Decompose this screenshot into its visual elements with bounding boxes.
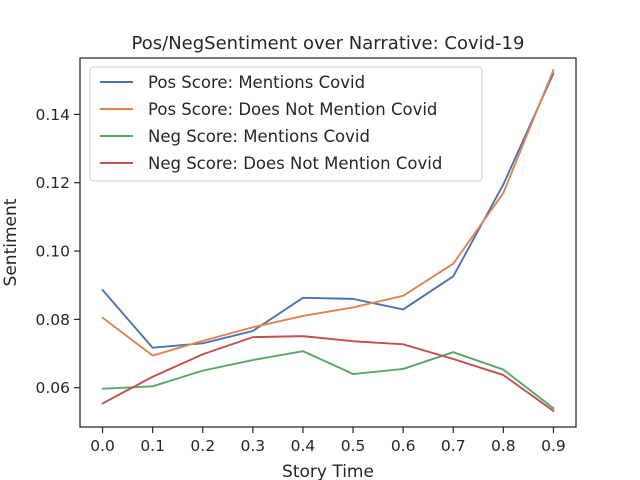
x-tick-label: 0.7 bbox=[441, 437, 466, 455]
legend-label: Pos Score: Does Not Mention Covid bbox=[148, 100, 437, 119]
x-tick-label: 0.9 bbox=[541, 437, 566, 455]
legend-label: Neg Score: Does Not Mention Covid bbox=[148, 154, 442, 173]
x-tick-label: 0.8 bbox=[491, 437, 516, 455]
x-tick-label: 0.0 bbox=[90, 437, 115, 455]
x-tick-label: 0.2 bbox=[190, 437, 215, 455]
x-tick-label: 0.5 bbox=[341, 437, 366, 455]
series-line-1 bbox=[101, 72, 555, 349]
y-axis-label: Sentiment bbox=[1, 198, 21, 286]
y-tick-label: 0.12 bbox=[35, 174, 70, 192]
series-line-3 bbox=[101, 350, 555, 410]
x-tick-label: 0.6 bbox=[391, 437, 416, 455]
legend-box bbox=[89, 66, 483, 182]
legend: Pos Score: Mentions Covid Pos Score: Does… bbox=[89, 66, 483, 182]
legend-label: Neg Score: Mentions Covid bbox=[148, 127, 370, 146]
series-line-2 bbox=[101, 69, 555, 357]
chart-title: Pos/NegSentiment over Narrative: Covid-1… bbox=[132, 33, 525, 54]
series-lines bbox=[101, 69, 555, 412]
y-tick-label: 0.10 bbox=[35, 243, 70, 261]
y-tick-label: 0.14 bbox=[35, 106, 70, 124]
x-tick-label: 0.1 bbox=[140, 437, 165, 455]
plot-frame bbox=[79, 57, 577, 428]
y-tick-label: 0.06 bbox=[35, 379, 70, 397]
legend-label: Pos Score: Mentions Covid bbox=[148, 73, 365, 92]
y-tick-label: 0.08 bbox=[35, 311, 70, 329]
x-tick-label: 0.4 bbox=[291, 437, 316, 455]
x-axis-label: Story Time bbox=[282, 462, 374, 480]
series-line-4 bbox=[101, 335, 555, 412]
axis-ticks: 0.0 0.1 0.2 0.3 0.4 0.5 0.6 0.7 0.8 0.9 0.06 0.08 0.… bbox=[35, 106, 565, 455]
x-tick-label: 0.3 bbox=[241, 437, 266, 455]
